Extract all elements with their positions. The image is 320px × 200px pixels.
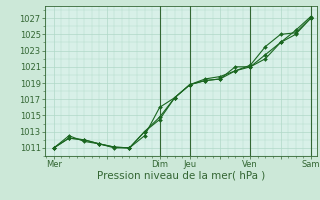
X-axis label: Pression niveau de la mer( hPa ): Pression niveau de la mer( hPa ) [97,171,265,181]
